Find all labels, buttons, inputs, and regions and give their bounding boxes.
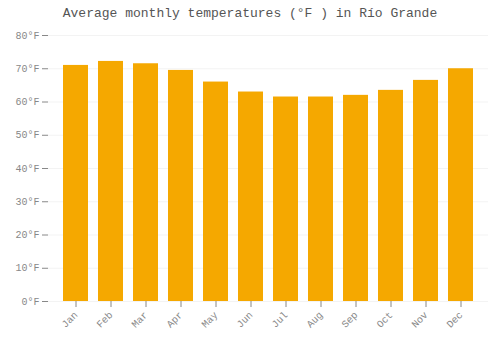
svg-text:50°F: 50°F (15, 130, 39, 141)
svg-text:Jun: Jun (235, 310, 256, 331)
svg-text:30°F: 30°F (15, 197, 39, 208)
svg-text:Apr: Apr (165, 310, 186, 331)
svg-text:Jan: Jan (60, 310, 81, 331)
svg-text:Oct: Oct (375, 310, 396, 331)
svg-text:Sep: Sep (340, 310, 361, 331)
svg-text:Aug: Aug (305, 310, 326, 331)
svg-text:70°F: 70°F (15, 64, 39, 75)
html-text:Average monthly temperatures (: Average monthly temperatures (°F ) in Rí… (62, 6, 438, 21)
svg-text:Mar: Mar (130, 310, 151, 331)
svg-text:Dec: Dec (445, 310, 466, 331)
svg-text:0°F: 0°F (21, 297, 39, 308)
svg-text:20°F: 20°F (15, 230, 39, 241)
svg-text:Jul: Jul (270, 310, 291, 331)
svg-text:Feb: Feb (95, 310, 116, 331)
svg-text:10°F: 10°F (15, 263, 39, 274)
svg-text:80°F: 80°F (15, 31, 39, 42)
svg-text:40°F: 40°F (15, 164, 39, 175)
svg-text:Nov: Nov (410, 310, 431, 331)
svg-text:60°F: 60°F (15, 97, 39, 108)
svg-text:May: May (200, 310, 221, 331)
